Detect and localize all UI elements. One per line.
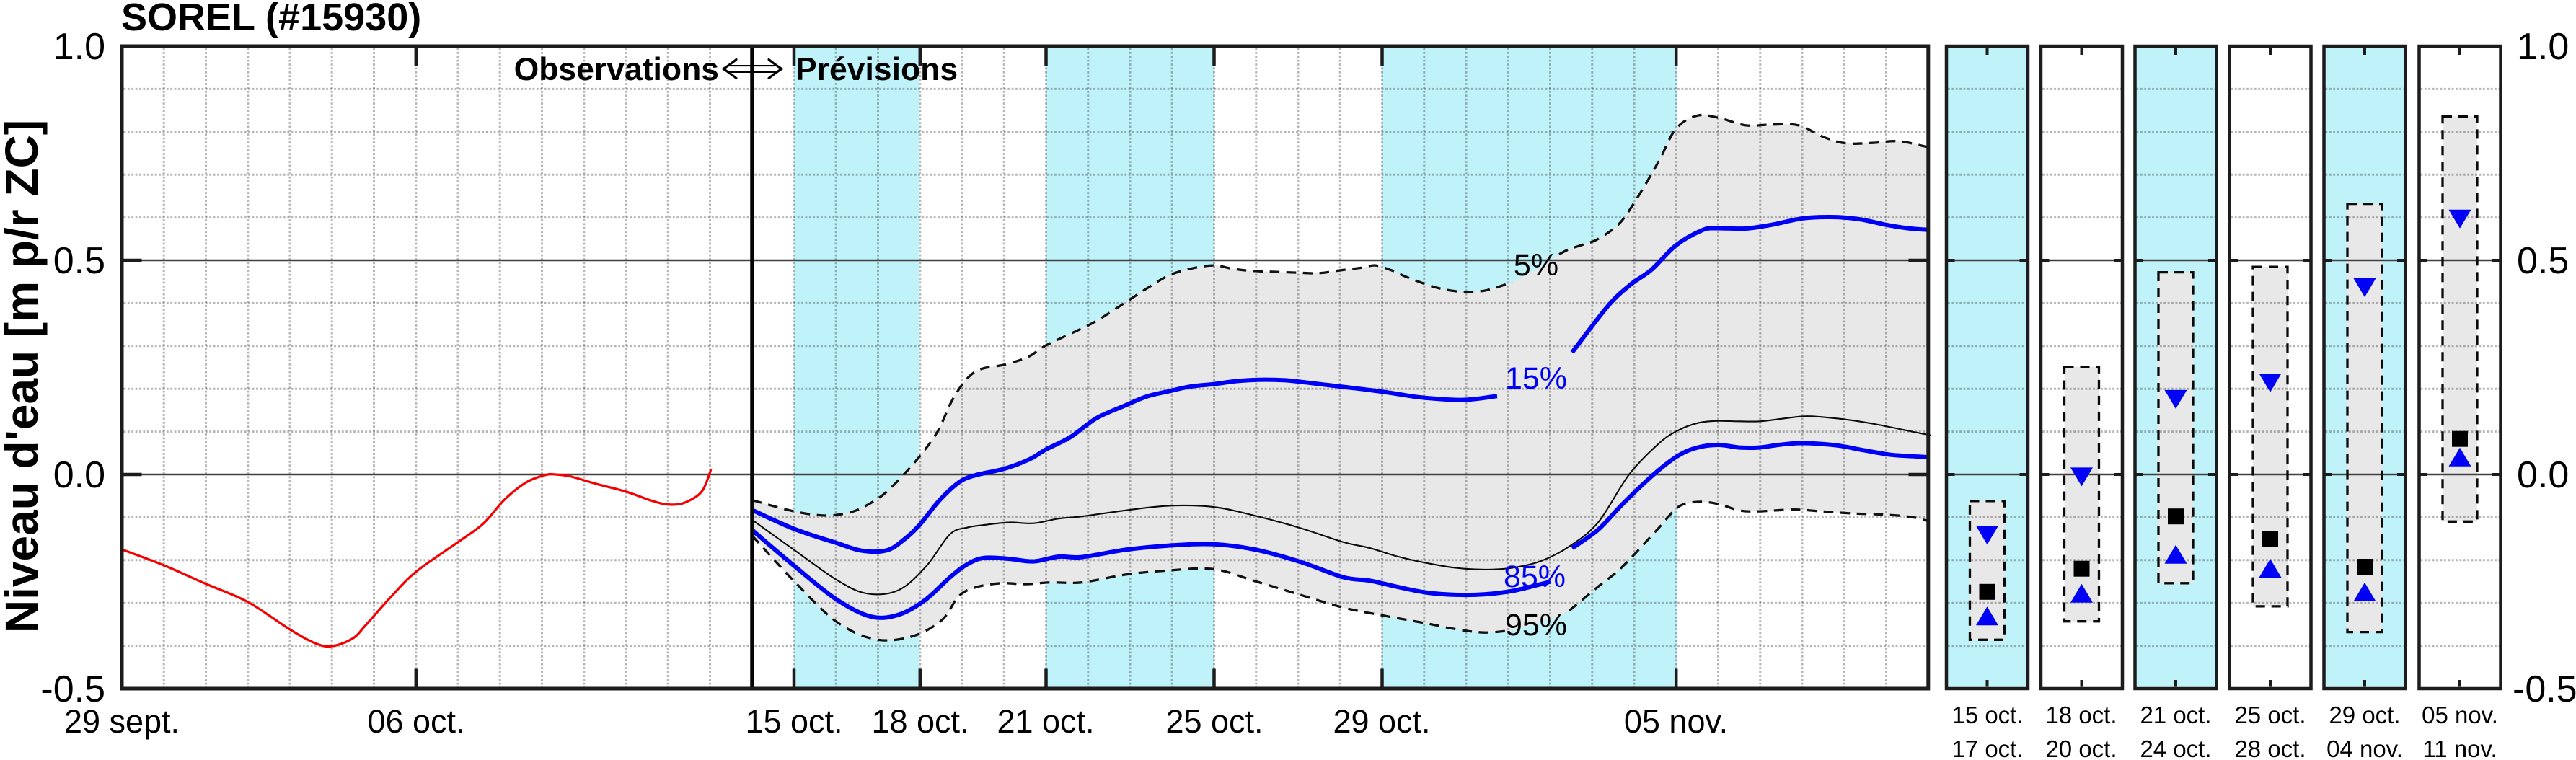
svg-text:Niveau d'eau [m p/r ZC]: Niveau d'eau [m p/r ZC] <box>0 120 48 633</box>
svg-text:25 oct.: 25 oct. <box>1165 703 1263 740</box>
svg-text:0.5: 0.5 <box>2517 240 2569 282</box>
svg-text:05 nov.: 05 nov. <box>1624 703 1728 740</box>
svg-text:1.0: 1.0 <box>2517 26 2569 68</box>
svg-text:0.0: 0.0 <box>2517 454 2569 496</box>
svg-text:Observations: Observations <box>514 52 719 87</box>
svg-text:85%: 85% <box>1504 560 1566 594</box>
svg-text:04 nov.: 04 nov. <box>2326 735 2403 760</box>
svg-text:21 oct.: 21 oct. <box>997 703 1094 740</box>
svg-text:06 oct.: 06 oct. <box>367 703 464 740</box>
svg-text:11 nov.: 11 nov. <box>2422 735 2497 760</box>
svg-text:95%: 95% <box>1505 608 1567 642</box>
svg-text:Prévisions: Prévisions <box>795 52 958 87</box>
svg-text:1.0: 1.0 <box>53 26 105 68</box>
svg-text:29 oct.: 29 oct. <box>2329 702 2400 728</box>
svg-text:-0.5: -0.5 <box>40 668 105 710</box>
svg-text:29 sept.: 29 sept. <box>64 703 180 740</box>
svg-text:05 nov.: 05 nov. <box>2422 702 2498 728</box>
svg-text:15 oct.: 15 oct. <box>1951 702 2023 728</box>
svg-text:5%: 5% <box>1514 248 1558 283</box>
svg-text:20 oct.: 20 oct. <box>2045 735 2117 760</box>
svg-text:28 oct.: 28 oct. <box>2234 735 2306 760</box>
svg-text:17 oct.: 17 oct. <box>1951 735 2023 760</box>
svg-text:15 oct.: 15 oct. <box>745 703 842 740</box>
svg-text:SOREL (#15930): SOREL (#15930) <box>121 0 421 39</box>
svg-text:21 oct.: 21 oct. <box>2140 702 2211 728</box>
svg-text:-0.5: -0.5 <box>2513 668 2576 710</box>
svg-text:24 oct.: 24 oct. <box>2140 735 2211 760</box>
svg-text:25 oct.: 25 oct. <box>2234 702 2306 728</box>
svg-text:18 oct.: 18 oct. <box>871 703 969 740</box>
svg-text:0.0: 0.0 <box>53 454 105 496</box>
svg-text:0.5: 0.5 <box>53 240 105 282</box>
svg-text:18 oct.: 18 oct. <box>2045 702 2117 728</box>
svg-text:29 oct.: 29 oct. <box>1333 703 1430 740</box>
svg-text:15%: 15% <box>1505 361 1567 396</box>
